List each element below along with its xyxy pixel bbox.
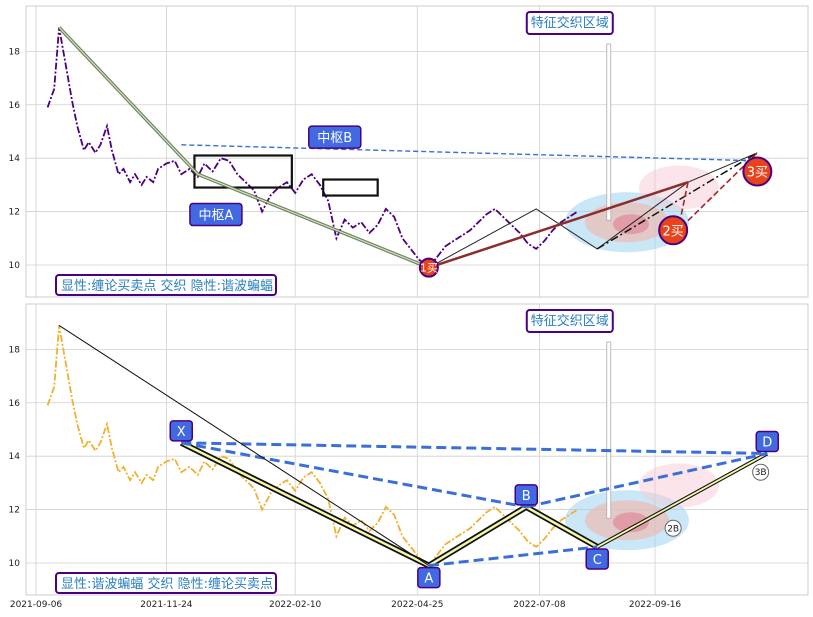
zhongshu-a-label-box [189,202,243,227]
harmonic-point-box [417,566,441,589]
buy-point-marker [418,257,439,278]
price-series-line [46,325,578,567]
hidden-buy-label: 3B [755,468,767,478]
zhongshu-b-label-box [308,125,362,149]
harmonic-point-label: C [593,553,602,568]
feature-region-pink [638,165,719,210]
x-tick-label: 2022-02-10 [269,600,322,610]
y-tick-label: 14 [9,452,21,462]
harmonic-point-label: B [522,489,531,504]
trend-line [58,324,430,567]
harmonic-point-box [514,484,538,506]
region-label-text: 特征交织区域 [531,15,609,31]
harmonic-point-label: A [424,572,433,587]
hidden-buy-marker [664,519,682,537]
x-tick-label: 2021-11-24 [140,600,193,610]
rising-stroke [428,181,689,269]
y-tick-label: 16 [9,101,21,111]
region-pointer [606,341,612,519]
harmonic-leg-cd [596,452,768,548]
zhongshu-a-label: 中枢A [198,209,233,224]
harmonic-point-label: D [762,436,772,451]
harmonic-point-label: X [177,425,186,440]
feature-region-core [612,512,649,533]
harmonic-xb-line [181,441,527,509]
region-label-text: 特征交织区域 [531,313,609,329]
breakout-line [596,152,758,250]
legend-box [55,274,277,296]
y-tick-label: 18 [9,345,21,355]
feature-region-pink [638,463,719,508]
harmonic-hint-line [181,144,758,162]
bottom-panel: 10 12 14 16 18 2021-09-06 2021-11-24 2022-02-10… [9,303,809,610]
legend-box [55,572,277,594]
x-tick-label: 2021-09-06 [10,600,63,610]
harmonic-point-box [585,548,609,570]
y-tick-label: 18 [9,47,21,57]
y-tick-label: 14 [9,154,21,164]
y-tick-label: 10 [9,559,21,569]
harmonic-point-box [169,420,194,442]
x-tick-label: 2022-04-25 [391,600,443,610]
x-tick-label: 2022-09-16 [629,600,682,610]
harmonic-leg [180,441,598,568]
price-series-line [46,27,578,269]
harmonic-point-box [755,430,779,453]
harmonic-ac-line [428,545,598,568]
y-tick-label: 16 [9,399,21,409]
buy-point-label: 3买 [747,166,768,181]
legend-text: 显性:缠论买卖点 交织 隐性:谐波蝙蝠 [61,278,273,294]
buy-point-marker [742,156,773,187]
region-pointer [606,43,612,221]
y-tick-label: 10 [9,261,21,271]
zhongshu-b-label: 中枢B [317,131,352,146]
region-label-box [525,11,614,35]
harmonic-bd-line [525,452,768,509]
hidden-buy-label: 2B [667,524,679,534]
zhongshu-b-box [322,178,379,197]
buy-point-label: 1买 [420,262,438,275]
legend-text: 显性:谐波蝙蝠 交织 隐性:缠论买卖点 [61,576,273,592]
region-label-box [525,309,614,333]
y-tick-label: 12 [9,506,20,516]
y-tick-label: 12 [9,208,20,218]
harmonic-xd-line [181,441,768,455]
buy-point-label: 2买 [663,224,684,239]
hidden-buy-marker [752,463,770,481]
buy-point-marker [658,215,689,246]
x-tick-label: 2022-07-08 [513,600,566,610]
segment-line-inner [58,26,430,269]
